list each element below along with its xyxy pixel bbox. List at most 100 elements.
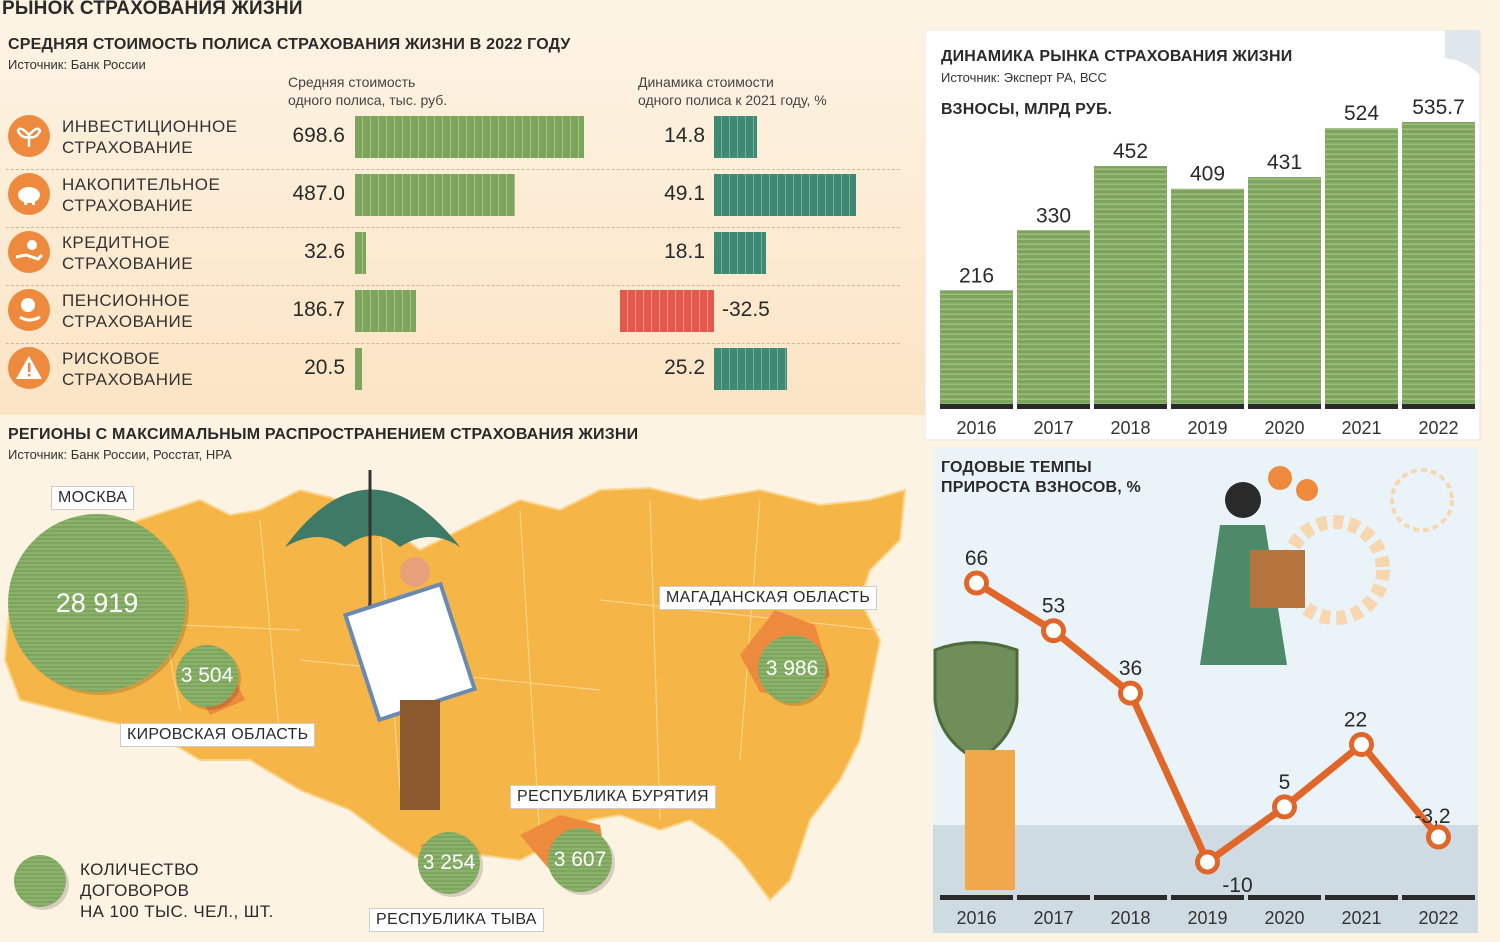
premium-value-label: 431: [1267, 151, 1302, 174]
page-curl-icon: [1445, 30, 1480, 75]
hand-money-icon: [8, 231, 50, 273]
premiums-subtitle: ВЗНОСЫ, МЛРД РУБ.: [941, 101, 1113, 118]
change-bar: [714, 116, 757, 158]
cost-value: 32.6: [304, 240, 345, 263]
row-divider: [6, 285, 900, 286]
kirov-bubble: 3 504: [176, 645, 238, 707]
premium-bar: [1094, 166, 1167, 404]
regions-title: РЕГИОНЫ С МАКСИМАЛЬНЫМ РАСПРОСТРАНЕНИЕМ …: [8, 426, 639, 443]
tyva-bubble: 3 254: [418, 832, 480, 894]
policy-row: КРЕДИТНОЕ СТРАХОВАНИЕ 32.6 18.1: [0, 226, 900, 286]
flower-pot-icon: [1250, 550, 1305, 608]
growth-title: ГОДОВЫЕ ТЕМПЫ ПРИРОСТА ВЗНОСОВ, %: [941, 458, 1141, 498]
change-value: 18.1: [664, 240, 705, 263]
growth-axis-segment: [1325, 895, 1398, 900]
moscow-bubble: 28 919: [8, 514, 186, 692]
policy-row: РИСКОВОЕ СТРАХОВАНИЕ 20.5 25.2: [0, 342, 900, 398]
growth-year-label: 2016: [956, 908, 996, 928]
cost-value: 20.5: [304, 356, 345, 379]
policy-row-label-line2: СТРАХОВАНИЕ: [62, 370, 194, 389]
premium-bar: [1017, 230, 1090, 404]
main-title: РЫНОК СТРАХОВАНИЯ ЖИЗНИ: [2, 0, 303, 19]
change-bar: [714, 174, 857, 216]
growth-axis-segment: [1094, 895, 1167, 900]
change-bar: [619, 290, 714, 332]
kirov-label: КИРОВСКАЯ ОБЛАСТЬ: [120, 723, 316, 747]
growth-year-label: 2020: [1264, 908, 1304, 928]
policy-source: Источник: Банк России: [8, 57, 146, 72]
growth-axis-segment: [1402, 895, 1475, 900]
growth-axis-segment: [1248, 895, 1321, 900]
legend-line2: ДОГОВОРОВ: [80, 881, 190, 900]
premium-year-label: 2020: [1264, 418, 1304, 438]
cost-bar: [355, 116, 584, 158]
tyva-label: РЕСПУБЛИКА ТЫВА: [369, 908, 544, 932]
growth-axis-segment: [1171, 895, 1244, 900]
legend-bubble: [14, 855, 66, 907]
growth-point: [1349, 732, 1374, 758]
growth-value-label: 53: [1042, 595, 1065, 618]
policy-row-label-line2: СТРАХОВАНИЕ: [62, 254, 194, 273]
change-bar: [714, 232, 767, 274]
bar-base: [940, 404, 1013, 409]
policy-row-label-line1: ПЕНСИОННОЕ: [62, 291, 190, 310]
growth-year-label: 2022: [1418, 908, 1458, 928]
premium-year-label: 2021: [1341, 418, 1381, 438]
growth-point: [1041, 618, 1066, 644]
change-value: -32.5: [722, 298, 770, 321]
policy-row-label-line2: СТРАХОВАНИЕ: [62, 138, 194, 157]
row-divider: [6, 169, 900, 170]
premium-bar: [1248, 177, 1321, 404]
growth-value-label: -10: [1222, 874, 1252, 897]
growth-point: [1195, 849, 1220, 875]
bar-base: [1017, 404, 1090, 409]
bar-base: [1325, 404, 1398, 409]
premium-year-label: 2017: [1033, 418, 1073, 438]
growth-title-line1: ГОДОВЫЕ ТЕМПЫ: [941, 459, 1092, 476]
change-value: 49.1: [664, 182, 705, 205]
bottom-chart-floor: [933, 825, 1478, 933]
growth-title-line2: ПРИРОСТА ВЗНОСОВ, %: [941, 479, 1141, 496]
premium-bar: [1171, 188, 1244, 404]
change-bar: [714, 348, 788, 390]
growth-point: [1272, 794, 1297, 820]
row-divider: [6, 343, 900, 344]
policy-row-label-line1: КРЕДИТНОЕ: [62, 233, 171, 252]
policy-row-label: ИНВЕСТИЦИОННОЕ СТРАХОВАНИЕ: [62, 116, 238, 158]
premium-year-label: 2019: [1187, 418, 1227, 438]
premium-year-label: 2016: [956, 418, 996, 438]
warning-icon: [8, 347, 50, 389]
growth-point: [1426, 824, 1451, 850]
cost-bar: [355, 290, 417, 332]
premium-bar: [1325, 128, 1398, 404]
policy-row-label-line1: ИНВЕСТИЦИОННОЕ: [62, 117, 238, 136]
growth-value-label: 22: [1344, 709, 1367, 732]
premium-bar: [1402, 122, 1475, 404]
man-legs-icon: [400, 700, 440, 810]
growth-year-label: 2017: [1033, 908, 1073, 928]
magadan-bubble: 3 986: [758, 635, 826, 703]
change-value: 25.2: [664, 356, 705, 379]
premium-value-label: 409: [1190, 163, 1225, 186]
piggy-bank-icon: [8, 173, 50, 215]
woman-head-icon: [1225, 482, 1261, 518]
ruble-coin-icon-2: [1296, 479, 1318, 501]
growth-point: [964, 570, 989, 596]
premium-value-label: 330: [1036, 204, 1071, 227]
growth-year-label: 2019: [1187, 908, 1227, 928]
change-value: 14.8: [664, 124, 705, 147]
premium-value-label: 524: [1344, 102, 1379, 125]
growth-year-label: 2018: [1110, 908, 1150, 928]
growth-year-label: 2021: [1341, 908, 1381, 928]
buryatia-bubble: 3 607: [548, 828, 612, 892]
umbrella-man-illustration: [285, 470, 478, 810]
umbrella-canopy-icon: [285, 489, 460, 547]
ruble-coin-icon: [1268, 466, 1292, 490]
man-head-icon: [400, 557, 430, 587]
policy-row-label-line2: СТРАХОВАНИЕ: [62, 196, 194, 215]
policy-row-label-line2: СТРАХОВАНИЕ: [62, 312, 194, 331]
growth-value-label: 5: [1279, 771, 1291, 794]
growth-value-label: 36: [1119, 657, 1142, 680]
shield-icon: [933, 641, 1019, 762]
change-column-header: Динамика стоимости одного полиса к 2021 …: [638, 73, 827, 109]
